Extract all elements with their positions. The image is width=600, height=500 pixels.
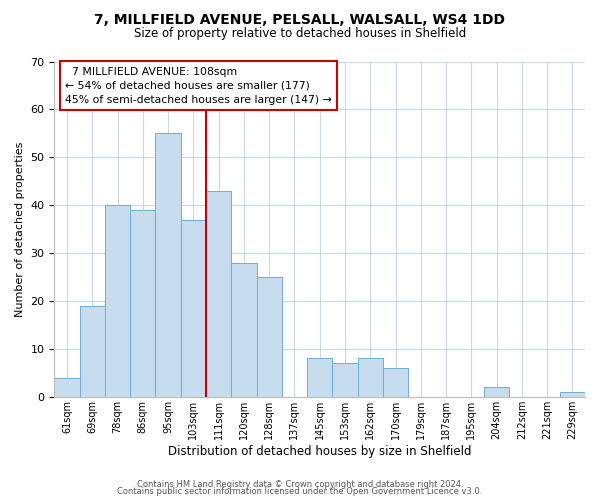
Bar	[80, 306, 105, 397]
Bar	[332, 364, 358, 397]
Bar	[560, 392, 585, 397]
Bar	[155, 134, 181, 397]
Bar	[484, 387, 509, 397]
Text: 7, MILLFIELD AVENUE, PELSALL, WALSALL, WS4 1DD: 7, MILLFIELD AVENUE, PELSALL, WALSALL, W…	[95, 12, 505, 26]
Bar	[105, 205, 130, 397]
Bar	[257, 277, 282, 397]
Bar	[55, 378, 80, 397]
Bar	[231, 262, 257, 397]
Bar	[181, 220, 206, 397]
Y-axis label: Number of detached properties: Number of detached properties	[15, 142, 25, 317]
Bar	[130, 210, 155, 397]
Bar	[206, 191, 231, 397]
X-axis label: Distribution of detached houses by size in Shelfield: Distribution of detached houses by size …	[168, 444, 472, 458]
Text: Contains public sector information licensed under the Open Government Licence v3: Contains public sector information licen…	[118, 487, 482, 496]
Bar	[383, 368, 408, 397]
Text: 7 MILLFIELD AVENUE: 108sqm
← 54% of detached houses are smaller (177)
45% of sem: 7 MILLFIELD AVENUE: 108sqm ← 54% of deta…	[65, 66, 332, 104]
Bar	[307, 358, 332, 397]
Bar	[358, 358, 383, 397]
Text: Contains HM Land Registry data © Crown copyright and database right 2024.: Contains HM Land Registry data © Crown c…	[137, 480, 463, 489]
Text: Size of property relative to detached houses in Shelfield: Size of property relative to detached ho…	[134, 28, 466, 40]
